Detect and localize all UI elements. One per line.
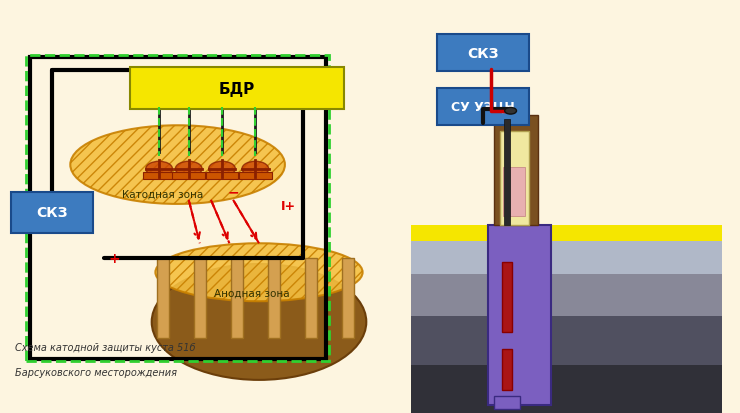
FancyBboxPatch shape xyxy=(172,172,205,180)
Text: СКЗ: СКЗ xyxy=(467,47,499,61)
FancyBboxPatch shape xyxy=(342,258,354,339)
Ellipse shape xyxy=(155,244,363,301)
Bar xyxy=(411,242,722,275)
FancyBboxPatch shape xyxy=(437,35,529,72)
Circle shape xyxy=(209,162,235,177)
FancyBboxPatch shape xyxy=(130,68,344,109)
Bar xyxy=(411,275,722,316)
Bar xyxy=(502,349,512,390)
Bar xyxy=(411,316,722,366)
Circle shape xyxy=(505,108,517,115)
FancyBboxPatch shape xyxy=(206,172,238,180)
Circle shape xyxy=(175,162,202,177)
Bar xyxy=(488,225,551,405)
FancyBboxPatch shape xyxy=(437,89,529,126)
Ellipse shape xyxy=(70,126,285,204)
Text: −: − xyxy=(227,185,239,199)
Text: Катодная зона: Катодная зона xyxy=(122,189,204,199)
FancyBboxPatch shape xyxy=(143,172,175,180)
Text: +: + xyxy=(109,251,121,265)
Bar xyxy=(502,262,512,332)
Circle shape xyxy=(242,162,269,177)
Text: Барсуковского месторождения: Барсуковского месторождения xyxy=(15,367,177,377)
FancyBboxPatch shape xyxy=(239,172,272,180)
Bar xyxy=(503,167,525,217)
Bar xyxy=(411,366,722,413)
Bar xyxy=(500,132,529,225)
Text: Анодная зона: Анодная зона xyxy=(214,288,289,298)
Circle shape xyxy=(146,162,172,177)
Bar xyxy=(504,120,510,225)
FancyBboxPatch shape xyxy=(231,258,243,339)
FancyBboxPatch shape xyxy=(268,258,280,339)
FancyBboxPatch shape xyxy=(157,258,169,339)
Text: СКЗ: СКЗ xyxy=(36,206,67,220)
FancyBboxPatch shape xyxy=(11,192,92,233)
Bar xyxy=(411,225,722,242)
Text: I+: I+ xyxy=(281,200,296,213)
Bar xyxy=(411,242,722,413)
Text: СУ УЭЦН: СУ УЭЦН xyxy=(451,101,515,114)
Bar xyxy=(494,396,520,409)
Ellipse shape xyxy=(152,264,366,380)
FancyBboxPatch shape xyxy=(194,258,206,339)
Text: БДР: БДР xyxy=(219,81,255,96)
Bar xyxy=(494,116,538,225)
Text: Схема катодной защиты куста 51б: Схема катодной защиты куста 51б xyxy=(15,342,195,352)
FancyBboxPatch shape xyxy=(305,258,317,339)
